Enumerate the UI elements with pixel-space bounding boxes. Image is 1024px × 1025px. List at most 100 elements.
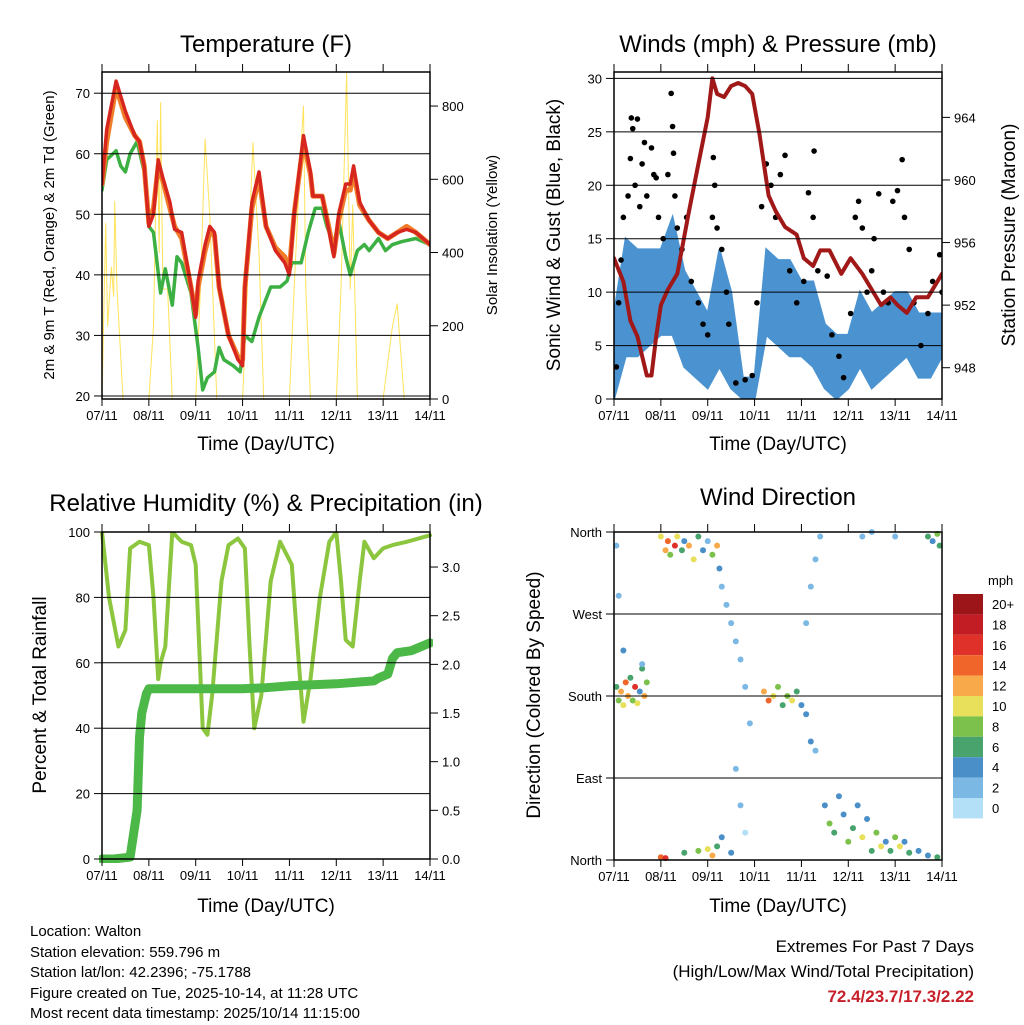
direction-point — [742, 829, 749, 836]
chart-title: Wind Direction — [700, 484, 856, 511]
direction-point — [657, 854, 664, 861]
x-tick-label: 07/11 — [598, 408, 630, 423]
x-tick-label: 13/11 — [367, 408, 399, 423]
gust-point — [815, 267, 821, 274]
direction-point — [718, 834, 725, 841]
y2-tick-label: 400 — [442, 246, 464, 261]
x-axis-label: Time (Day/UTC) — [197, 896, 335, 917]
gust-point — [639, 161, 645, 167]
gust-point — [620, 214, 627, 221]
legend-swatch — [953, 736, 983, 758]
gust-point — [648, 145, 655, 151]
station-info: Location: Walton Station elevation: 559.… — [30, 922, 360, 1025]
legend-swatch — [953, 675, 983, 696]
direction-point — [878, 843, 885, 850]
x-axis-label: Time (Day/UTC) — [197, 434, 335, 455]
direction-point — [678, 547, 685, 554]
direction-point — [681, 849, 688, 856]
direction-point — [779, 702, 786, 709]
gust-point — [674, 225, 681, 231]
y2-axis-label: Station Pressure (Maroon) — [999, 124, 1020, 347]
y2-tick-label: 200 — [442, 319, 464, 334]
extremes-values: 72.4/23.7/17.3/2.22 — [827, 987, 974, 1006]
direction-point — [892, 834, 899, 841]
legend-label: 18 — [992, 617, 1006, 632]
y-tick-label: 30 — [588, 71, 602, 86]
x-tick-label: 11/11 — [274, 868, 305, 883]
x-tick-label: 14/11 — [926, 408, 958, 423]
y-tick-label: 40 — [76, 721, 90, 736]
legend-swatch — [953, 696, 983, 717]
gust-point — [625, 193, 631, 199]
direction-point — [887, 847, 894, 854]
direction-point — [716, 565, 723, 572]
y-tick-label: 10 — [588, 285, 602, 300]
direction-point — [613, 683, 620, 690]
y-tick-label: 40 — [76, 268, 90, 283]
location-text: Location: Walton — [30, 923, 142, 940]
chart-title: Temperature (F) — [180, 31, 352, 58]
y2-tick-label: 1.5 — [442, 706, 460, 721]
chart-title: Winds (mph) & Pressure (mb) — [619, 31, 936, 58]
direction-point — [704, 538, 711, 545]
direction-point — [629, 697, 636, 704]
direction-point — [803, 620, 810, 627]
gust-point — [925, 310, 931, 317]
gust-point — [777, 171, 784, 178]
direction-point — [615, 697, 622, 704]
gust-point — [754, 300, 760, 306]
gust-point — [829, 332, 835, 338]
y-axis-label: Percent & Total Rainfall — [30, 596, 51, 793]
y-tick-label: 70 — [76, 86, 90, 101]
direction-point — [723, 601, 730, 608]
direction-point — [854, 802, 861, 809]
direction-point — [812, 747, 819, 754]
y-tick-label: West — [573, 607, 603, 622]
gust-point — [894, 187, 901, 194]
direction-point — [681, 538, 688, 545]
x-tick-label: 12/11 — [832, 869, 864, 884]
y-tick-label: South — [568, 689, 602, 704]
direction-point — [664, 538, 671, 545]
gust-point — [929, 278, 936, 285]
extremes-box: Extremes For Past 7 Days (High/Low/Max W… — [673, 934, 974, 1009]
panel-2: 0 5 10 15 20 25 30 948 952 956 960 964 07/11 08/11 09/… — [544, 31, 1020, 455]
x-tick-label: 12/11 — [832, 408, 864, 423]
precipitation-line — [99, 638, 433, 863]
gust-point — [670, 150, 677, 157]
direction-point — [882, 838, 889, 845]
y-tick-label: 0 — [595, 392, 602, 407]
panel-1: 20 30 40 50 60 70 0 200 400 600 800 07/11 08/11 09/11… — [41, 31, 501, 455]
direction-point — [732, 765, 739, 772]
direction-point — [632, 683, 639, 690]
gust-point — [890, 198, 896, 205]
gust-point — [749, 372, 756, 379]
legend-label: 2 — [992, 781, 999, 796]
gust-point — [627, 155, 634, 162]
elevation-text: Station elevation: 559.796 m — [30, 943, 221, 961]
x-tick-label: 11/11 — [786, 408, 817, 423]
gust-point — [742, 376, 748, 383]
direction-point — [924, 852, 931, 859]
panel-3: 0 20 40 60 80 100 0.0 0.5 1.0 1.5 2.0 2.5 3.0 07/11 08… — [30, 490, 483, 917]
direction-point — [695, 847, 702, 854]
gust-point — [868, 267, 875, 274]
x-tick-label: 07/11 — [598, 869, 630, 884]
gust-point — [901, 214, 908, 221]
y-tick-label: 20 — [76, 389, 90, 404]
gust-point — [800, 278, 807, 285]
legend-swatch — [953, 798, 983, 819]
legend-label: 14 — [992, 658, 1006, 673]
legend-swatch — [953, 614, 983, 635]
legend-swatch — [953, 634, 983, 656]
gust-point — [899, 156, 905, 163]
x-tick-label: 08/11 — [645, 408, 677, 423]
direction-point — [807, 738, 814, 745]
gust-point — [653, 174, 659, 181]
y-tick-label: East — [576, 771, 602, 786]
direction-point — [817, 533, 824, 540]
dewpoint-line — [102, 139, 430, 392]
y-tick-label: 50 — [76, 207, 90, 222]
y-tick-label: North — [570, 525, 602, 540]
